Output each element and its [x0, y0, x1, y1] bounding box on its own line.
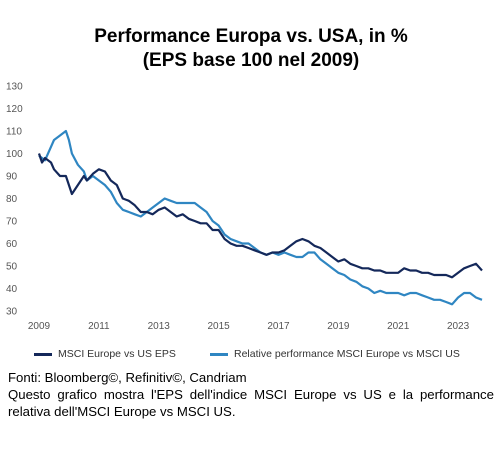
series-line-relative	[39, 131, 482, 304]
x-tick-label: 2021	[387, 321, 410, 332]
x-tick-label: 2023	[447, 321, 470, 332]
y-tick-label: 120	[6, 104, 23, 115]
y-tick-label: 70	[6, 217, 18, 228]
x-tick-label: 2011	[88, 321, 110, 332]
y-tick-label: 60	[6, 239, 18, 250]
y-tick-label: 80	[6, 194, 18, 205]
y-axis: 130 120 110 100 90 80 70 60 50 40 30	[6, 82, 23, 318]
legend-label-relative: Relative performance MSCI Europe vs MSCI…	[234, 348, 460, 360]
chart-description: Questo grafico mostra l'EPS dell'indice …	[8, 386, 494, 420]
x-tick-label: 2009	[28, 321, 51, 332]
series-line-eps	[39, 154, 482, 278]
legend-label-eps: MSCI Europe vs US EPS	[58, 348, 176, 360]
legend: MSCI Europe vs US EPS Relative performan…	[0, 348, 502, 364]
x-tick-label: 2019	[327, 321, 350, 332]
plot-area	[39, 131, 482, 304]
x-tick-label: 2013	[148, 321, 171, 332]
y-tick-label: 130	[6, 82, 23, 93]
y-tick-label: 100	[6, 149, 23, 160]
y-tick-label: 30	[6, 307, 18, 318]
legend-item-relative: Relative performance MSCI Europe vs MSCI…	[210, 348, 460, 360]
x-tick-label: 2015	[207, 321, 230, 332]
y-tick-label: 110	[6, 127, 22, 138]
y-tick-label: 40	[6, 284, 18, 295]
legend-item-eps: MSCI Europe vs US EPS	[34, 348, 176, 360]
x-tick-label: 2017	[267, 321, 290, 332]
x-axis: 2009 2011 2013 2015 2017 2019 2021 2023	[28, 321, 470, 332]
legend-swatch-relative	[210, 353, 228, 356]
legend-swatch-eps	[34, 353, 52, 356]
y-tick-label: 50	[6, 262, 18, 273]
footer-notes: Fonti: Bloomberg©, Refinitiv©, Candriam …	[8, 369, 494, 420]
y-tick-label: 90	[6, 172, 18, 183]
source-note: Fonti: Bloomberg©, Refinitiv©, Candriam	[8, 369, 494, 386]
